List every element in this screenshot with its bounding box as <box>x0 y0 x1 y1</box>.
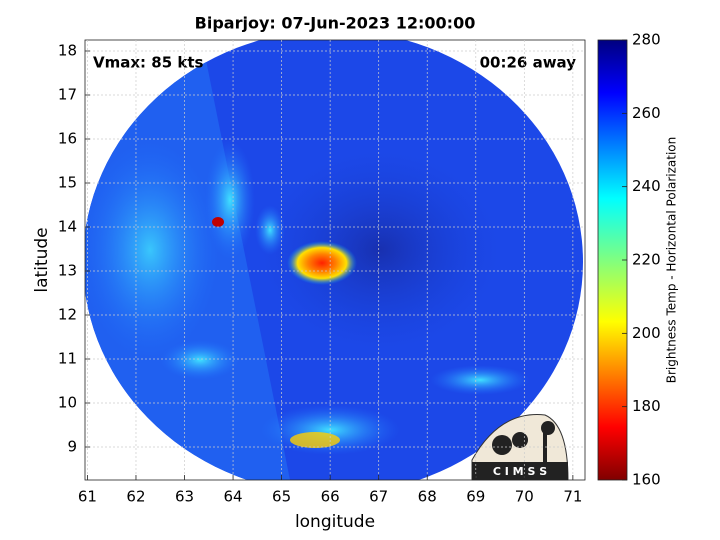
x-tick-label: 64 <box>224 488 243 506</box>
satellite-image <box>85 40 583 480</box>
x-tick-label: 63 <box>175 488 194 506</box>
colorbar-tick-label: 240 <box>632 177 661 195</box>
x-tick-label: 67 <box>369 488 388 506</box>
y-tick-label: 15 <box>58 174 77 192</box>
colorbar-tick-label: 220 <box>632 251 661 269</box>
x-tick-label: 70 <box>515 488 534 506</box>
colorbar-tick-label: 280 <box>632 31 661 49</box>
colorbar-label: Brightness Temp - Horizontal Polarizatio… <box>665 137 679 384</box>
y-tick-label: 9 <box>67 438 77 456</box>
y-axis-label: latitude <box>32 227 52 292</box>
y-tick-label: 18 <box>58 42 77 60</box>
logo: C I M S S <box>471 414 569 481</box>
x-tick-label: 62 <box>126 488 145 506</box>
y-tick-label: 13 <box>58 262 77 280</box>
y-tick-label: 12 <box>58 306 77 324</box>
logo-text: C I M S S <box>493 465 547 478</box>
x-tick-label: 61 <box>78 488 97 506</box>
colorbar-tick-label: 160 <box>632 471 661 489</box>
x-axis-label: longitude <box>295 512 375 532</box>
y-tick-label: 17 <box>58 86 77 104</box>
x-tick-label: 66 <box>321 488 340 506</box>
plot-frame <box>84 39 586 481</box>
annotation: 00:26 away <box>480 54 577 72</box>
x-tick-label: 69 <box>466 488 485 506</box>
y-tick-label: 14 <box>58 218 77 236</box>
colorbar-tick-label: 260 <box>632 104 661 122</box>
y-tick-label: 16 <box>58 130 77 148</box>
y-tick-label: 11 <box>58 350 77 368</box>
colorbar-tick-label: 180 <box>632 397 661 415</box>
chart-title: Biparjoy: 07-Jun-2023 12:00:00 <box>195 14 476 33</box>
y-tick-label: 10 <box>58 394 77 412</box>
x-tick-label: 65 <box>272 488 291 506</box>
colorbar-tick-label: 200 <box>632 324 661 342</box>
x-tick-label: 71 <box>563 488 582 506</box>
x-tick-label: 68 <box>418 488 437 506</box>
annotation: Vmax: 85 kts <box>93 54 203 72</box>
